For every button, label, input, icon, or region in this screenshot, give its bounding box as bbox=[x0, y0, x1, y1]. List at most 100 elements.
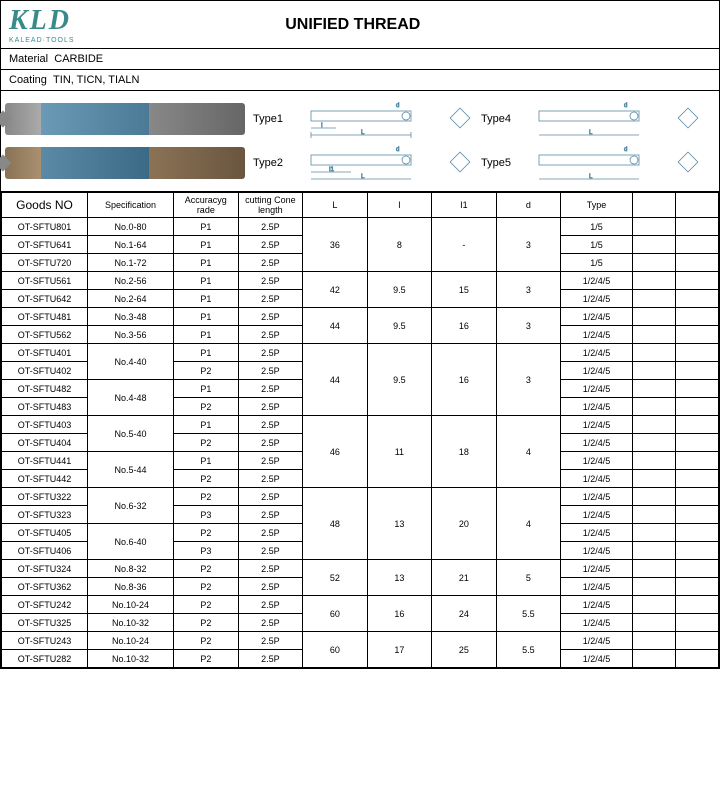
cell-acc: P1 bbox=[174, 326, 239, 344]
cell-type: 1/2/4/5 bbox=[561, 488, 633, 506]
page: KLD KALEAD·TOOLS UNIFIED THREAD Material… bbox=[0, 0, 720, 669]
cell-cone: 2.5P bbox=[238, 254, 303, 272]
cell-goods: OT-SFTU243 bbox=[2, 632, 88, 650]
cell-cone: 2.5P bbox=[238, 236, 303, 254]
cell-acc: P3 bbox=[174, 542, 239, 560]
diagram-section: Type1 LId Type4 Ld Type2 LI1d bbox=[1, 91, 719, 192]
cell-cone: 2.5P bbox=[238, 632, 303, 650]
cell-cone: 2.5P bbox=[238, 524, 303, 542]
cell-blank bbox=[675, 614, 718, 632]
cell-spec: No.10-24 bbox=[88, 632, 174, 650]
cell-cone: 2.5P bbox=[238, 560, 303, 578]
table-row: OT-SFTU801No.0-80P12.5P368-31/5 bbox=[2, 218, 719, 236]
cell-L: 52 bbox=[303, 560, 368, 596]
cell-acc: P2 bbox=[174, 470, 239, 488]
cell-blank bbox=[675, 596, 718, 614]
cell-type: 1/2/4/5 bbox=[561, 524, 633, 542]
cell-type: 1/2/4/5 bbox=[561, 578, 633, 596]
cell-type: 1/2/4/5 bbox=[561, 290, 633, 308]
type2-label: Type2 bbox=[253, 157, 293, 169]
cell-spec: No.6-32 bbox=[88, 488, 174, 524]
cell-I: 8 bbox=[367, 218, 432, 272]
cell-goods: OT-SFTU442 bbox=[2, 470, 88, 488]
spec-table: Goods NO Specification Accuracyg rade cu… bbox=[1, 192, 719, 668]
cell-spec: No.2-64 bbox=[88, 290, 174, 308]
page-title: UNIFIED THREAD bbox=[75, 16, 711, 34]
cell-cone: 2.5P bbox=[238, 416, 303, 434]
cell-spec: No.10-24 bbox=[88, 596, 174, 614]
cell-spec: No.3-48 bbox=[88, 308, 174, 326]
cell-goods: OT-SFTU322 bbox=[2, 488, 88, 506]
svg-text:I1: I1 bbox=[329, 167, 335, 173]
col-header-acc: Accuracyg rade bbox=[174, 193, 239, 218]
cell-blank bbox=[632, 542, 675, 560]
coating-value: TIN, TICN, TIALN bbox=[53, 74, 139, 86]
table-row: OT-SFTU561No.2-56P12.5P429.51531/2/4/5 bbox=[2, 272, 719, 290]
cell-cone: 2.5P bbox=[238, 326, 303, 344]
cell-acc: P1 bbox=[174, 380, 239, 398]
cell-goods: OT-SFTU406 bbox=[2, 542, 88, 560]
tool-photo-2 bbox=[5, 147, 245, 179]
cell-goods: OT-SFTU403 bbox=[2, 416, 88, 434]
cell-acc: P2 bbox=[174, 560, 239, 578]
cell-I: 9.5 bbox=[367, 272, 432, 308]
cell-blank bbox=[675, 236, 718, 254]
cell-L: 60 bbox=[303, 632, 368, 668]
col-header-goods: Goods NO bbox=[2, 193, 88, 218]
cell-acc: P1 bbox=[174, 416, 239, 434]
tool-photo-1 bbox=[5, 103, 245, 135]
cell-cone: 2.5P bbox=[238, 542, 303, 560]
cell-acc: P1 bbox=[174, 452, 239, 470]
svg-text:d: d bbox=[624, 103, 627, 109]
cell-blank bbox=[632, 434, 675, 452]
coating-label: Coating bbox=[9, 74, 47, 86]
col-header-I1: I1 bbox=[432, 193, 497, 218]
col-header-blank1 bbox=[632, 193, 675, 218]
cell-L: 44 bbox=[303, 308, 368, 344]
table-header-row: Goods NO Specification Accuracyg rade cu… bbox=[2, 193, 719, 218]
tech-drawing-5: Ld bbox=[529, 143, 669, 183]
cell-spec: No.5-44 bbox=[88, 452, 174, 488]
cell-I: 17 bbox=[367, 632, 432, 668]
cross-section-5 bbox=[677, 151, 701, 175]
cell-cone: 2.5P bbox=[238, 434, 303, 452]
cell-spec: No.4-40 bbox=[88, 344, 174, 380]
col-header-I: I bbox=[367, 193, 432, 218]
cell-cone: 2.5P bbox=[238, 362, 303, 380]
cell-goods: OT-SFTU405 bbox=[2, 524, 88, 542]
cell-cone: 2.5P bbox=[238, 380, 303, 398]
cell-cone: 2.5P bbox=[238, 290, 303, 308]
cell-goods: OT-SFTU801 bbox=[2, 218, 88, 236]
cross-section-2 bbox=[449, 151, 473, 175]
cell-cone: 2.5P bbox=[238, 218, 303, 236]
cell-I1: 16 bbox=[432, 308, 497, 344]
cell-blank bbox=[632, 416, 675, 434]
col-header-spec: Specification bbox=[88, 193, 174, 218]
cell-type: 1/2/4/5 bbox=[561, 632, 633, 650]
cell-blank bbox=[632, 578, 675, 596]
cell-goods: OT-SFTU404 bbox=[2, 434, 88, 452]
cell-blank bbox=[632, 398, 675, 416]
cell-blank bbox=[632, 290, 675, 308]
cell-type: 1/2/4/5 bbox=[561, 344, 633, 362]
cell-I1: 16 bbox=[432, 344, 497, 416]
cell-I: 11 bbox=[367, 416, 432, 488]
cell-type: 1/2/4/5 bbox=[561, 416, 633, 434]
cell-L: 42 bbox=[303, 272, 368, 308]
table-row: OT-SFTU324No.8-32P22.5P52132151/2/4/5 bbox=[2, 560, 719, 578]
logo-sub: KALEAD·TOOLS bbox=[9, 37, 75, 44]
col-header-blank2 bbox=[675, 193, 718, 218]
cell-blank bbox=[632, 470, 675, 488]
cell-I1: 20 bbox=[432, 488, 497, 560]
cell-blank bbox=[675, 362, 718, 380]
cell-blank bbox=[632, 326, 675, 344]
table-row: OT-SFTU243No.10-24P22.5P6017255.51/2/4/5 bbox=[2, 632, 719, 650]
cell-blank bbox=[632, 236, 675, 254]
cell-acc: P2 bbox=[174, 524, 239, 542]
cell-type: 1/2/4/5 bbox=[561, 398, 633, 416]
cell-d: 5 bbox=[496, 560, 561, 596]
cell-type: 1/2/4/5 bbox=[561, 380, 633, 398]
type5-label: Type5 bbox=[481, 157, 521, 169]
tech-drawing-4: Ld bbox=[529, 99, 669, 139]
cell-type: 1/2/4/5 bbox=[561, 650, 633, 668]
